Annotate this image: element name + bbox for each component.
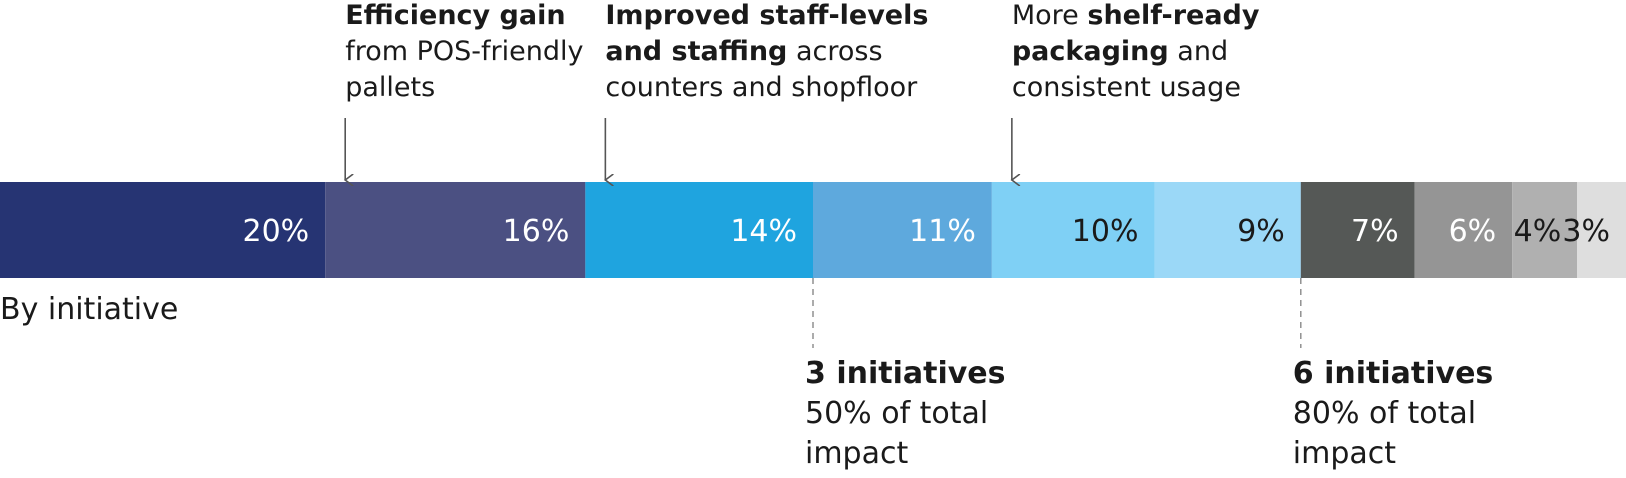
value-label-6: 9%: [1237, 214, 1285, 249]
value-label-2: 16%: [503, 214, 570, 249]
value-label-5: 10%: [1072, 214, 1139, 249]
bar-segment-7: [1300, 182, 1415, 278]
callout-3: More shelf-ready packaging and consistent …: [1011, 0, 1260, 103]
summary-2: 6 initiatives 80% of total impact: [1292, 356, 1494, 471]
value-label-1: 20%: [243, 214, 310, 249]
value-label-9: 4%: [1514, 214, 1562, 249]
value-label-3: 14%: [730, 214, 797, 249]
row-label: By initiative: [0, 292, 179, 327]
bar-segment-5: [991, 182, 1155, 278]
bar-segment-3: [585, 182, 813, 278]
value-label-7: 7%: [1351, 214, 1399, 249]
value-label-8: 6%: [1449, 214, 1497, 249]
bar-segment-8: [1414, 182, 1513, 278]
bar-segment-1: [0, 182, 326, 278]
value-label-10: 3%: [1562, 214, 1610, 249]
callout-1: Efficiency gain from POS-friendly pallets: [345, 0, 584, 103]
callout-2: Improved staff-levels and staffing across…: [605, 0, 929, 103]
value-label-4: 11%: [909, 214, 976, 249]
bar-segment-6: [1154, 182, 1301, 278]
summary-1: 3 initiatives 50% of total impact: [805, 356, 1006, 471]
bar-segment-10: [1577, 182, 1626, 278]
bar-segment-4: [813, 182, 992, 278]
bar-segment-2: [325, 182, 586, 278]
bar-segment-9: [1512, 182, 1578, 278]
